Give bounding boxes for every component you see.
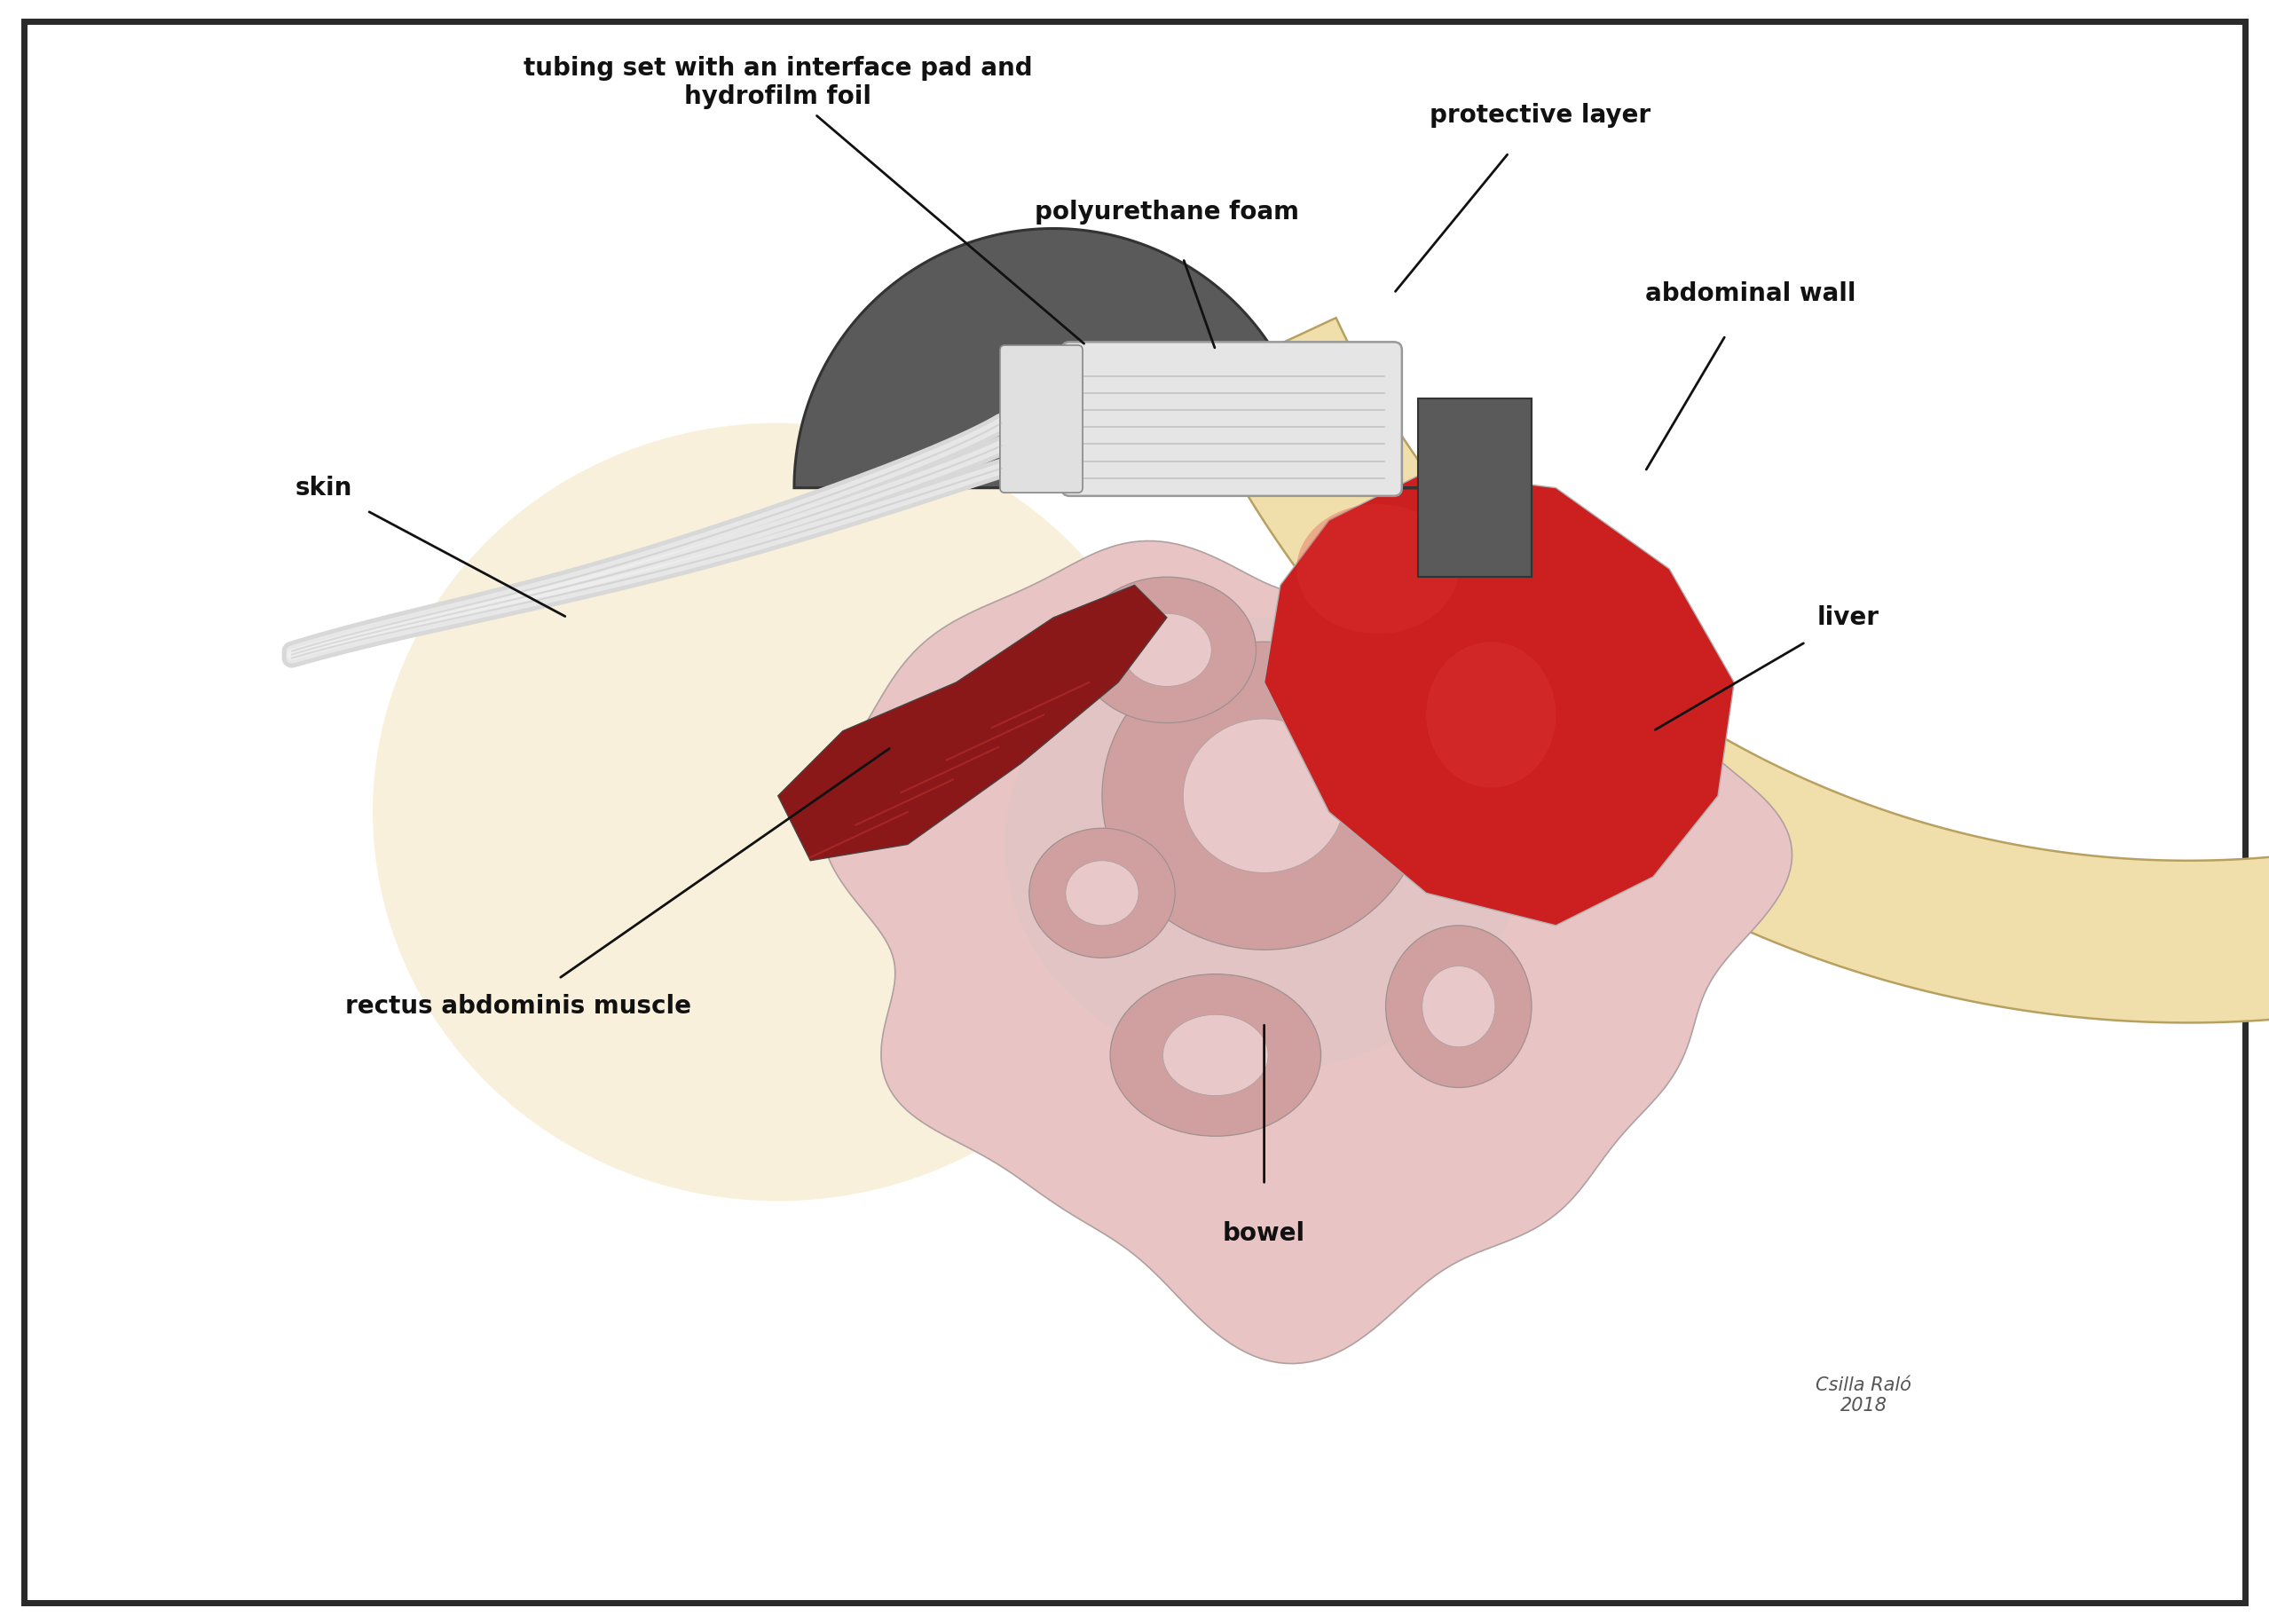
Text: abdominal wall: abdominal wall bbox=[1645, 281, 1856, 305]
FancyBboxPatch shape bbox=[25, 21, 2244, 1603]
FancyBboxPatch shape bbox=[1001, 346, 1082, 492]
Ellipse shape bbox=[1066, 861, 1139, 926]
Ellipse shape bbox=[1030, 828, 1175, 958]
Ellipse shape bbox=[1296, 503, 1459, 633]
Ellipse shape bbox=[1182, 719, 1346, 872]
Ellipse shape bbox=[1162, 1015, 1268, 1096]
Ellipse shape bbox=[1427, 641, 1557, 788]
Polygon shape bbox=[821, 538, 1793, 1364]
Text: tubing set with an interface pad and
hydrofilm foil: tubing set with an interface pad and hyd… bbox=[524, 55, 1032, 109]
Text: bowel: bowel bbox=[1223, 1221, 1305, 1246]
Text: rectus abdominis muscle: rectus abdominis muscle bbox=[345, 994, 692, 1018]
Text: polyurethane foam: polyurethane foam bbox=[1035, 200, 1300, 224]
Polygon shape bbox=[778, 585, 1166, 861]
Ellipse shape bbox=[1005, 617, 1522, 1072]
Ellipse shape bbox=[1110, 974, 1321, 1137]
Polygon shape bbox=[794, 229, 1427, 487]
Text: skin: skin bbox=[295, 476, 352, 500]
FancyBboxPatch shape bbox=[1418, 398, 1532, 577]
Ellipse shape bbox=[1346, 641, 1507, 820]
Ellipse shape bbox=[1386, 687, 1466, 776]
Ellipse shape bbox=[1386, 926, 1532, 1088]
Ellipse shape bbox=[372, 422, 1182, 1202]
Text: liver: liver bbox=[1817, 606, 1879, 630]
FancyBboxPatch shape bbox=[1062, 343, 1402, 495]
Ellipse shape bbox=[1078, 577, 1257, 723]
Polygon shape bbox=[1189, 318, 2269, 1023]
Text: Csilla Raló
2018: Csilla Raló 2018 bbox=[1815, 1376, 1913, 1415]
Ellipse shape bbox=[1423, 966, 1495, 1047]
Ellipse shape bbox=[1123, 614, 1212, 687]
Ellipse shape bbox=[1103, 641, 1427, 950]
Polygon shape bbox=[1264, 471, 1734, 926]
Text: protective layer: protective layer bbox=[1429, 102, 1650, 127]
